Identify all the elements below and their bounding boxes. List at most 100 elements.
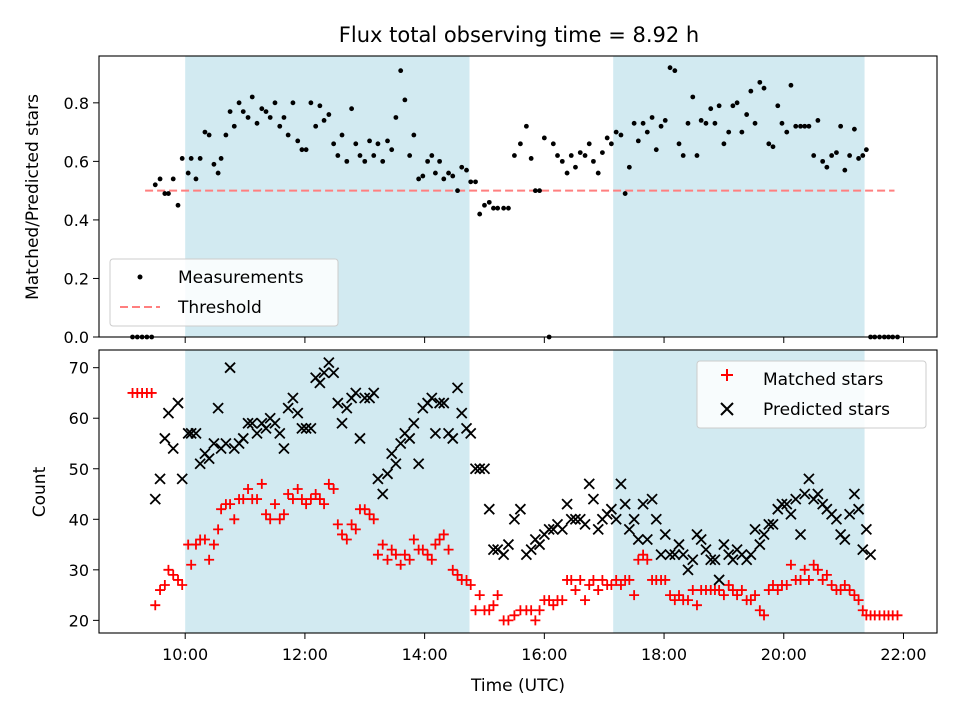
matched-star-point	[799, 564, 810, 575]
matched-star-point	[199, 534, 210, 545]
top-plot-frame	[98, 55, 938, 338]
measurement-point	[761, 85, 767, 91]
predicted-star-point	[637, 498, 649, 510]
measurement-point	[473, 179, 478, 185]
matched-star-point	[395, 559, 406, 570]
measurement-point	[437, 158, 442, 164]
predicted-star-point	[167, 442, 179, 455]
matched-star-point	[252, 494, 263, 505]
measurement-point	[734, 100, 740, 106]
measurement-point	[166, 191, 171, 196]
matched-star-point	[346, 519, 357, 530]
matched-star-point	[390, 549, 401, 560]
measurement-point	[622, 191, 628, 196]
y-tick-label: 50	[69, 460, 89, 479]
matched-star-point	[839, 579, 850, 590]
predicted-star-point	[646, 493, 658, 505]
matched-star-point	[399, 549, 410, 560]
predicted-star-point	[274, 427, 286, 440]
measurement-point	[317, 103, 323, 109]
measurement-point	[532, 188, 538, 194]
measurement-point	[179, 156, 185, 161]
predicted-star-point	[269, 417, 281, 429]
predicted-star-point	[408, 417, 420, 429]
x-tick-label: 10:00	[162, 645, 208, 664]
legend-threshold-label: Threshold	[177, 298, 262, 318]
measurement-point	[259, 106, 265, 112]
predicted-star-point	[641, 533, 653, 546]
matched-star-point	[452, 569, 463, 580]
measurement-point	[188, 156, 194, 161]
matched-star-point	[238, 494, 249, 505]
matched-star-point	[492, 590, 503, 601]
measurement-point	[788, 82, 794, 88]
matched-star-point	[817, 574, 828, 585]
predicted-star-point	[354, 432, 366, 445]
matched-star-point	[216, 504, 227, 515]
measurement-point	[658, 123, 664, 129]
predicted-star-point	[677, 549, 689, 561]
predicted-star-point	[713, 574, 725, 586]
predicted-star-point	[843, 508, 856, 520]
predicted-star-point	[592, 523, 604, 536]
measurement-point	[290, 100, 296, 106]
measurement-point	[385, 138, 390, 144]
matched-star-point	[750, 590, 761, 601]
measurement-point	[582, 153, 588, 158]
measurement-point	[215, 170, 221, 176]
predicted-star-point	[628, 513, 640, 525]
predicted-star-point	[305, 422, 317, 434]
predicted-star-point	[447, 432, 459, 445]
predicted-star-point	[776, 498, 788, 510]
matched-star-point	[269, 499, 280, 510]
matched-star-point	[186, 559, 197, 570]
matched-star-point	[314, 494, 325, 505]
measurement-point	[802, 123, 808, 129]
predicted-star-point	[176, 473, 188, 485]
matched-star-point	[208, 539, 219, 550]
measurement-point	[573, 164, 578, 170]
measurement-point	[872, 334, 878, 340]
predicted-star-point	[727, 554, 739, 566]
matched-star-point	[488, 600, 499, 611]
measurement-point	[550, 141, 556, 147]
matched-star-point	[723, 579, 734, 590]
matched-star-point	[597, 574, 608, 585]
bottom-legend: Matched stars Predicted stars	[696, 360, 927, 429]
measurement-point	[331, 141, 337, 147]
measurement-point	[482, 202, 487, 208]
predicted-star-point	[469, 463, 482, 475]
predicted-star-point	[282, 402, 294, 414]
predicted-star-point	[763, 518, 775, 530]
matched-star-point	[341, 534, 352, 545]
predicted-star-point	[565, 513, 577, 525]
y-tick-label: 0.4	[64, 211, 89, 230]
predicted-star-point	[754, 538, 766, 551]
predicted-star-point	[587, 493, 600, 505]
measurement-point	[662, 117, 668, 123]
predicted-star-point	[323, 356, 335, 369]
predicted-star-point	[830, 513, 843, 525]
predicted-star-point	[659, 528, 671, 541]
legend-measurements-marker	[137, 274, 143, 280]
predicted-star-point	[615, 478, 627, 490]
matched-star-point	[575, 574, 586, 585]
matched-star-point	[732, 590, 743, 601]
measurement-point	[267, 115, 273, 120]
predicted-star-point	[149, 493, 161, 505]
matched-star-point	[350, 524, 361, 535]
measurement-point	[402, 97, 408, 103]
predicted-star-point	[341, 402, 353, 414]
matched-star-point	[857, 605, 868, 616]
matched-star-point	[544, 595, 555, 606]
predicted-star-point	[709, 554, 721, 566]
measurement-point	[517, 141, 523, 147]
matched-star-point	[434, 534, 445, 545]
measurement-point	[631, 120, 637, 126]
matched-star-point	[438, 529, 449, 540]
predicted-star-point	[839, 533, 851, 546]
matched-star-point	[674, 590, 685, 601]
measurement-point	[416, 176, 422, 182]
matched-star-point	[177, 579, 188, 590]
matched-star-point	[443, 544, 454, 555]
